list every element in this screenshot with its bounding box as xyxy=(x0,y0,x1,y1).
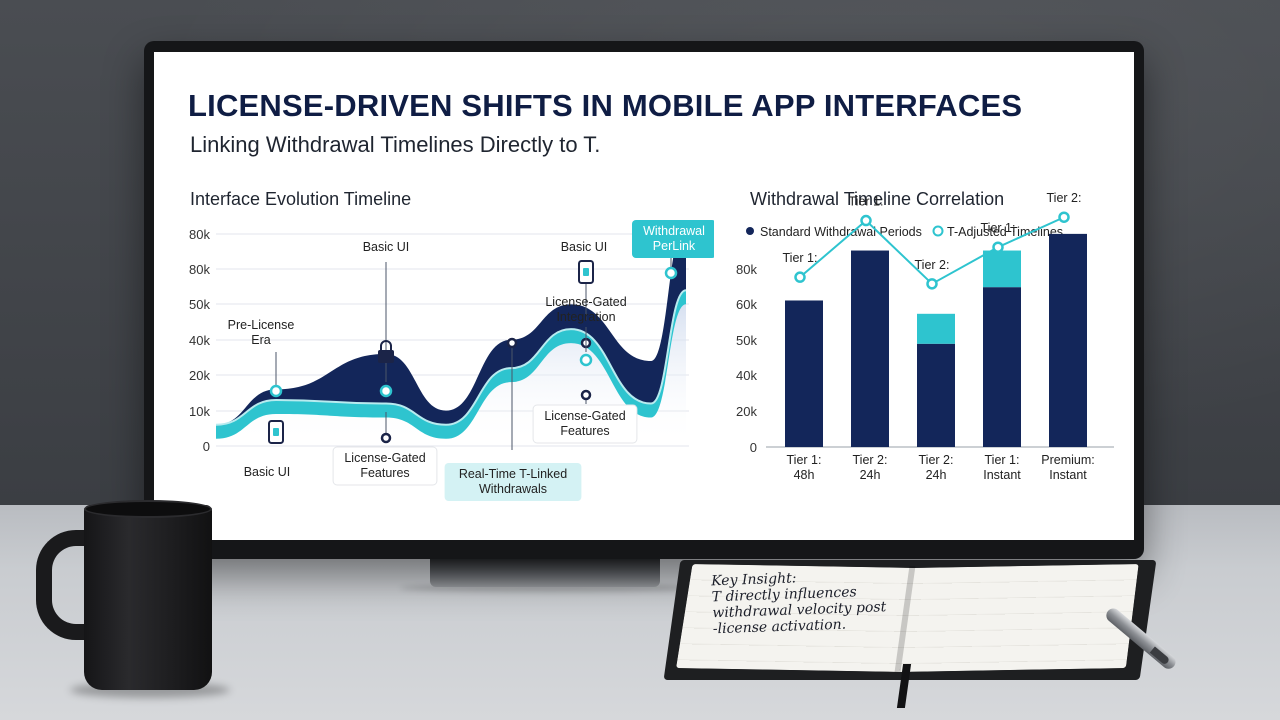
annotation-label: Features xyxy=(360,466,409,480)
category-label: Tier 2: xyxy=(919,453,954,467)
notebook-right-page xyxy=(899,564,1139,672)
series-line xyxy=(215,289,687,426)
coffee-mug xyxy=(84,505,212,690)
y-tick-label: 50k xyxy=(736,333,757,348)
lock-icon xyxy=(378,350,394,363)
mug-rim xyxy=(84,500,212,518)
legend-marker-t-adjusted xyxy=(932,225,944,237)
annotation-dot xyxy=(580,389,592,401)
category-label: Tier 2: xyxy=(853,453,888,467)
y-tick-label: 10k xyxy=(189,404,210,419)
bar-standard xyxy=(851,250,889,447)
y-tick-label: 0 xyxy=(750,440,757,455)
annotation-box xyxy=(632,220,714,258)
annotation-label: Basic UI xyxy=(363,240,410,254)
annotation-dot xyxy=(506,337,518,349)
y-tick-label: 0 xyxy=(203,439,210,454)
annotation-label: Features xyxy=(560,424,609,438)
timeline-chart-title: Interface Evolution Timeline xyxy=(190,189,412,209)
t-adjusted-point xyxy=(1058,211,1070,223)
annotation-label: Pre-License xyxy=(228,318,295,332)
category-label: Instant xyxy=(983,468,1021,482)
category-label: Tier 1: xyxy=(985,453,1020,467)
annotation-box xyxy=(332,446,438,486)
y-tick-label: 20k xyxy=(189,368,210,383)
y-tick-label: 80k xyxy=(736,262,757,277)
annotation-label: Era xyxy=(251,333,271,347)
annotation-dot xyxy=(380,432,392,444)
monitor-screen: LICENSE-DRIVEN SHIFTS IN MOBILE APP INTE… xyxy=(154,52,1134,540)
t-adjusted-point xyxy=(992,241,1004,253)
legend-label-standard: Standard Withdrawal Periods xyxy=(760,225,922,239)
bar-standard xyxy=(917,343,955,447)
point-label: Tier 1: xyxy=(981,221,1016,235)
annotation-label: Real-Time T-Linked xyxy=(459,467,567,481)
bar-t-adjusted xyxy=(983,250,1021,288)
lock-icon xyxy=(380,340,392,350)
bar-standard xyxy=(983,287,1021,447)
annotation-ring xyxy=(269,384,283,398)
annotation-label: PerLink xyxy=(653,239,696,253)
t-adjusted-point xyxy=(926,278,938,290)
correlation-chart-title: Withdrawal Timeline Correlation xyxy=(750,189,1005,209)
y-tick-label: 80k xyxy=(189,262,210,277)
monitor-stand xyxy=(430,559,660,587)
annotation-label: License-Gated xyxy=(344,451,425,465)
t-adjusted-point xyxy=(794,271,806,283)
annotation-label: Basic UI xyxy=(244,465,291,479)
category-label: 24h xyxy=(926,468,947,482)
y-tick-label: 80k xyxy=(189,227,210,242)
monitor-stand-shadow xyxy=(400,584,700,592)
bar-standard xyxy=(785,300,823,447)
annotation-ring xyxy=(379,384,393,398)
category-label: Premium: xyxy=(1041,453,1094,467)
phone-icon xyxy=(583,268,589,276)
legend-marker-standard xyxy=(746,227,754,235)
point-label: Tier 2: xyxy=(915,258,950,272)
annotation-label: Basic UI xyxy=(561,240,608,254)
annotation-box xyxy=(444,463,582,501)
page-title: LICENSE-DRIVEN SHIFTS IN MOBILE APP INTE… xyxy=(188,88,1023,123)
y-tick-label: 40k xyxy=(736,368,757,383)
area-band-navy xyxy=(216,222,686,425)
category-label: Tier 1: xyxy=(787,453,822,467)
y-tick-label: 40k xyxy=(189,333,210,348)
annotation-label: License-Gated xyxy=(544,409,625,423)
category-label: Instant xyxy=(1049,468,1087,482)
annotation-ring xyxy=(664,266,678,280)
annotation-box xyxy=(532,404,638,444)
bar-standard xyxy=(1049,233,1087,447)
point-label: Tier 2: xyxy=(1047,191,1082,205)
bar-t-adjusted xyxy=(917,313,955,344)
category-label: 48h xyxy=(794,468,815,482)
category-label: 24h xyxy=(860,468,881,482)
y-tick-label: 20k xyxy=(736,404,757,419)
annotation-label: Integration xyxy=(556,310,615,324)
t-adjusted-point xyxy=(860,214,872,227)
annotation-label: License-Gated xyxy=(545,295,626,309)
annotation-ring xyxy=(579,353,593,367)
annotation-label: Withdrawals xyxy=(479,482,547,496)
annotation-label: Withdrawal xyxy=(643,224,705,238)
handwritten-note: Key Insight: T directly influences withd… xyxy=(711,567,903,637)
y-tick-label: 60k xyxy=(736,297,757,312)
point-label: Tier 1: xyxy=(849,195,884,209)
withdrawal-correlation-chart: Standard Withdrawal Periods T-Adjusted Ti… xyxy=(736,191,1114,482)
y-tick-label: 50k xyxy=(189,297,210,312)
legend-label-t-adjusted: T-Adjusted Timelines xyxy=(947,225,1063,239)
point-label: Tier 1: xyxy=(783,251,818,265)
page-subtitle: Linking Withdrawal Timelines Directly to… xyxy=(190,132,601,157)
phone-icon xyxy=(273,428,279,436)
